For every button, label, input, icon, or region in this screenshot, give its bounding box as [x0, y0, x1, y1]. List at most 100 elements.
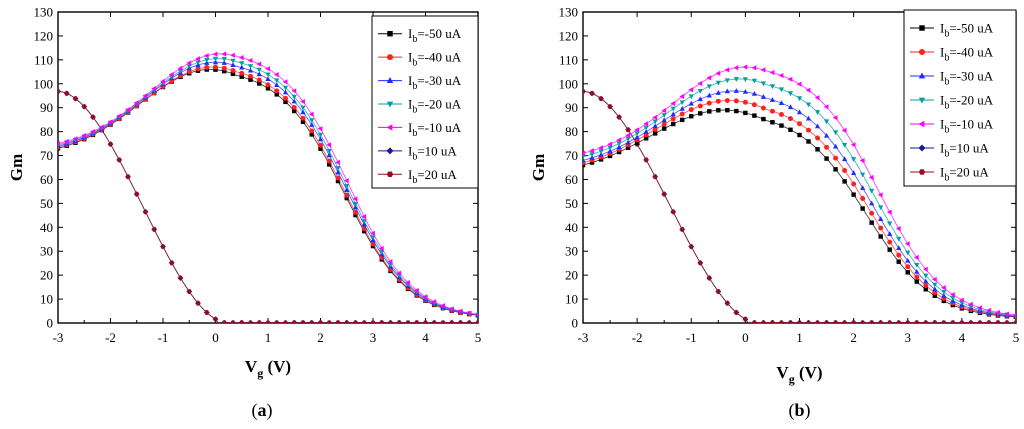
data-point: [778, 111, 784, 117]
data-point: [221, 60, 227, 65]
data-point: [923, 278, 929, 284]
data-point: [256, 61, 262, 67]
data-point: [797, 121, 802, 127]
data-point: [833, 167, 838, 172]
legend-entry: Ib=-50 uA: [940, 21, 994, 40]
y-tick-label: 0: [572, 316, 579, 331]
data-point: [806, 139, 811, 144]
data-point: [221, 65, 227, 71]
data-point: [778, 72, 784, 79]
data-point: [724, 78, 730, 84]
data-point: [896, 259, 901, 264]
data-point: [832, 115, 838, 121]
data-point: [440, 320, 446, 323]
data-point: [247, 67, 254, 73]
data-point: [842, 142, 848, 148]
data-point: [643, 157, 649, 163]
data-point: [733, 88, 739, 93]
data-point: [715, 70, 721, 76]
data-point: [878, 320, 884, 323]
legend-entry-prefix: I: [408, 120, 412, 135]
data-point: [247, 57, 253, 64]
panel-caption: (a): [252, 400, 273, 421]
data-point: [670, 100, 676, 107]
data-point: [869, 220, 874, 225]
data-point: [221, 57, 227, 62]
x-tick-label: 1: [796, 330, 803, 345]
data-point: [422, 320, 429, 323]
data-point: [186, 289, 192, 294]
data-point: [914, 279, 919, 284]
legend-marker: [386, 171, 394, 178]
data-point: [90, 129, 95, 135]
data-point: [833, 155, 839, 161]
legend-marker: [386, 124, 393, 131]
data-point: [689, 114, 694, 119]
x-axis-label-sub: g: [789, 372, 795, 386]
data-point: [652, 123, 658, 129]
data-point: [1004, 320, 1010, 323]
data-point: [931, 276, 937, 282]
data-point: [652, 131, 658, 136]
data-point: [670, 209, 676, 215]
data-point: [625, 139, 631, 145]
data-point: [352, 204, 359, 210]
data-point: [195, 60, 201, 66]
legend-entry-sub: b: [412, 151, 417, 162]
data-point: [300, 115, 306, 121]
data-point: [256, 320, 262, 323]
data-point: [282, 79, 288, 85]
data-point: [797, 132, 802, 138]
data-point: [715, 98, 721, 104]
data-point: [151, 85, 157, 92]
y-tick-label: 20: [40, 268, 53, 283]
data-point: [326, 142, 332, 148]
data-point: [878, 225, 884, 231]
data-point: [706, 84, 712, 90]
data-point: [724, 67, 730, 73]
data-point: [344, 195, 349, 201]
data-point: [98, 124, 104, 130]
data-point: [230, 68, 236, 74]
data-point: [335, 169, 341, 175]
chart-panel-a: 0 10 20 30 40 50 60 70 80 90 100 110 120 130 -3 -2 -1 0 1 2…: [7, 5, 481, 422]
data-point: [466, 310, 472, 316]
y-tick-label: 100: [559, 76, 579, 91]
data-point: [787, 76, 793, 82]
data-point: [195, 300, 201, 306]
x-tick-label: -3: [53, 330, 64, 345]
data-point: [805, 320, 812, 323]
legend-entry: Ib=-30 uA: [408, 73, 462, 92]
data-point: [887, 320, 893, 323]
data-point: [914, 263, 920, 268]
data-point: [896, 236, 902, 242]
data-point: [760, 320, 767, 323]
legend-entry-label: =-20 uA: [417, 97, 461, 112]
data-point: [823, 320, 830, 323]
data-point: [583, 154, 586, 160]
legend-entry: Ib=-30 uA: [940, 69, 994, 88]
legend-entry-label: =-20 uA: [949, 93, 993, 108]
data-point: [335, 159, 340, 165]
data-point: [361, 219, 367, 224]
x-axis-label-sub: g: [257, 366, 263, 380]
data-point: [995, 320, 1001, 323]
x-tick-label: 2: [850, 330, 857, 345]
data-point: [751, 102, 757, 108]
data-point: [778, 87, 785, 93]
data-point: [706, 275, 712, 281]
data-point: [869, 188, 875, 194]
data-point: [914, 268, 920, 274]
data-point: [177, 275, 184, 281]
data-point: [823, 132, 830, 138]
data-point: [733, 77, 739, 82]
data-point: [204, 310, 210, 315]
data-point: [751, 78, 757, 84]
data-point: [151, 227, 157, 232]
x-tick-label: 5: [475, 330, 482, 345]
data-point: [405, 279, 410, 286]
data-point: [733, 65, 739, 71]
data-point: [353, 209, 358, 215]
data-point: [589, 148, 594, 154]
data-point: [72, 96, 79, 101]
